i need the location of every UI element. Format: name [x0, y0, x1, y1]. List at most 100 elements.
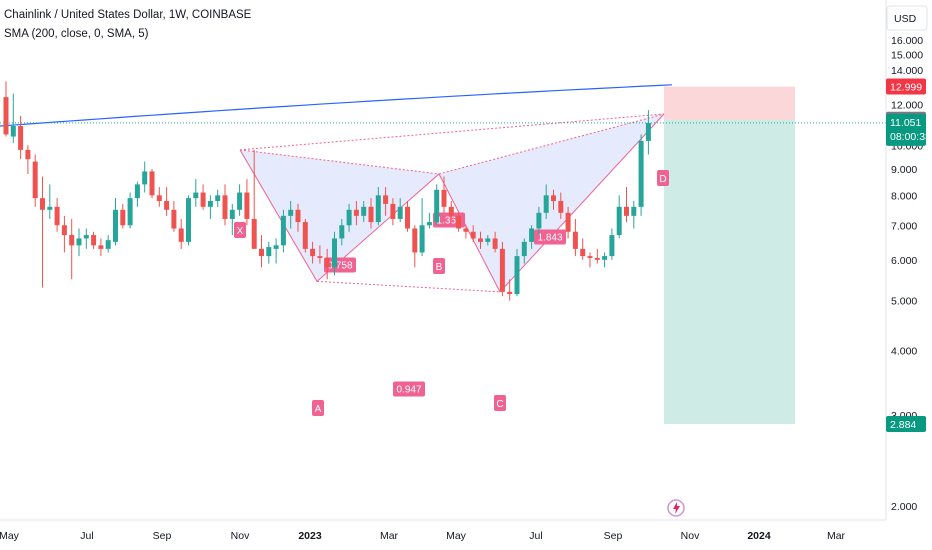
- time-tick-label: Nov: [681, 530, 700, 542]
- time-tick-label: Mar: [827, 530, 846, 542]
- candle-up: [229, 203, 235, 236]
- candle-up: [113, 198, 118, 246]
- candle-down: [624, 187, 629, 223]
- candle-body: [54, 206, 60, 226]
- candle-body: [10, 126, 16, 137]
- time-axis-ticks: May Jul Sep Nov 2023 Mar May Jul Sep Nov 2024 Mar: [0, 530, 846, 542]
- price-tick-label: 8.000: [891, 190, 917, 202]
- candle-down: [178, 218, 184, 249]
- candle-body: [361, 206, 367, 216]
- candle-up: [375, 187, 381, 226]
- candle-body: [470, 231, 476, 239]
- candle-up: [186, 195, 191, 246]
- candle-body: [492, 238, 498, 249]
- candle-up: [536, 206, 542, 236]
- sma-line: [0, 84, 673, 127]
- candle-body: [222, 195, 228, 219]
- candle-down: [18, 115, 24, 160]
- candle-up: [127, 192, 133, 229]
- event-marker[interactable]: [667, 499, 685, 517]
- candle-down: [91, 231, 97, 249]
- candle-body: [631, 206, 637, 216]
- candle-body: [499, 248, 505, 292]
- candle-body: [332, 238, 337, 268]
- candle-body: [105, 240, 111, 249]
- candle-body: [18, 126, 24, 150]
- candle-body: [310, 248, 316, 257]
- candle-body: [237, 192, 243, 210]
- candle-down: [149, 168, 155, 199]
- candle-up: [10, 93, 16, 144]
- time-tick-label: Mar: [380, 530, 399, 542]
- candle-up: [543, 184, 549, 219]
- candle-down: [580, 238, 586, 260]
- candle-body: [91, 235, 97, 246]
- time-tick-label: 2023: [298, 530, 322, 542]
- candle-up: [105, 235, 111, 253]
- candle-up: [434, 184, 440, 226]
- candle-down: [390, 198, 396, 226]
- candle-body: [69, 235, 75, 246]
- pattern-point-label-bg: [312, 400, 324, 416]
- candle-body: [638, 140, 644, 207]
- bd-ratio-line: [438, 113, 665, 175]
- candle-body: [346, 209, 352, 226]
- candle-down: [572, 218, 578, 257]
- time-tick-label: Nov: [231, 530, 250, 542]
- take-profit-zone: [664, 119, 795, 424]
- candle-up: [485, 235, 491, 246]
- ac-ratio-line: [316, 280, 501, 293]
- sma-line-group: [0, 84, 673, 127]
- candle-up: [288, 201, 294, 229]
- candles: [3, 81, 651, 301]
- candle-body: [456, 215, 462, 229]
- candle-up: [142, 161, 148, 193]
- price-tick-label: 4.000: [891, 346, 917, 358]
- candle-body: [536, 212, 542, 229]
- price-tick-label: 7.000: [891, 220, 917, 232]
- candle-up: [397, 198, 403, 223]
- candle-body: [375, 195, 381, 223]
- candle-body: [645, 122, 651, 141]
- candle-body: [127, 198, 133, 226]
- candle-up: [426, 212, 432, 229]
- stop-price-tag: 12.999: [890, 82, 922, 94]
- candle-up: [419, 198, 425, 257]
- candle-body: [40, 198, 45, 210]
- price-tick-label: 9.000: [891, 164, 917, 176]
- stop-loss-zone: [664, 86, 795, 120]
- candle-body: [164, 201, 170, 210]
- candle-body: [302, 222, 308, 249]
- time-tick-label: May: [446, 530, 467, 542]
- currency-button[interactable]: [886, 5, 928, 31]
- candle-up: [215, 189, 221, 207]
- candle-down: [594, 248, 600, 264]
- candle-down: [441, 176, 447, 213]
- candle-up: [602, 252, 608, 268]
- candle-body: [120, 209, 126, 226]
- candle-body: [485, 238, 491, 242]
- candle-down: [448, 201, 454, 223]
- candle-down: [383, 187, 389, 216]
- xab-triangle: [240, 149, 439, 282]
- pattern-point-label-bg: [433, 258, 445, 274]
- target-price-tag: 2.884: [890, 419, 916, 431]
- candle-body: [602, 256, 608, 260]
- time-tick-label: May: [0, 530, 20, 542]
- pattern-point-label: D: [659, 174, 666, 185]
- ratio-label: 0.758: [327, 261, 352, 272]
- symbol-title[interactable]: Chainlink / United States Dollar, 1W, CO…: [4, 9, 252, 21]
- candle-down: [456, 212, 462, 232]
- sma-indicator-legend[interactable]: SMA (200, close, 0, SMA, 5): [4, 28, 149, 40]
- last-price-tag-bg: [886, 113, 926, 146]
- candle-down: [412, 225, 418, 268]
- candle-down: [69, 218, 75, 280]
- candle-up: [237, 184, 243, 216]
- candle-down: [463, 225, 469, 239]
- candle-down: [3, 81, 9, 137]
- last-price-tag: 11.051: [890, 117, 921, 129]
- candle-down: [324, 248, 330, 280]
- candle-body: [390, 203, 396, 219]
